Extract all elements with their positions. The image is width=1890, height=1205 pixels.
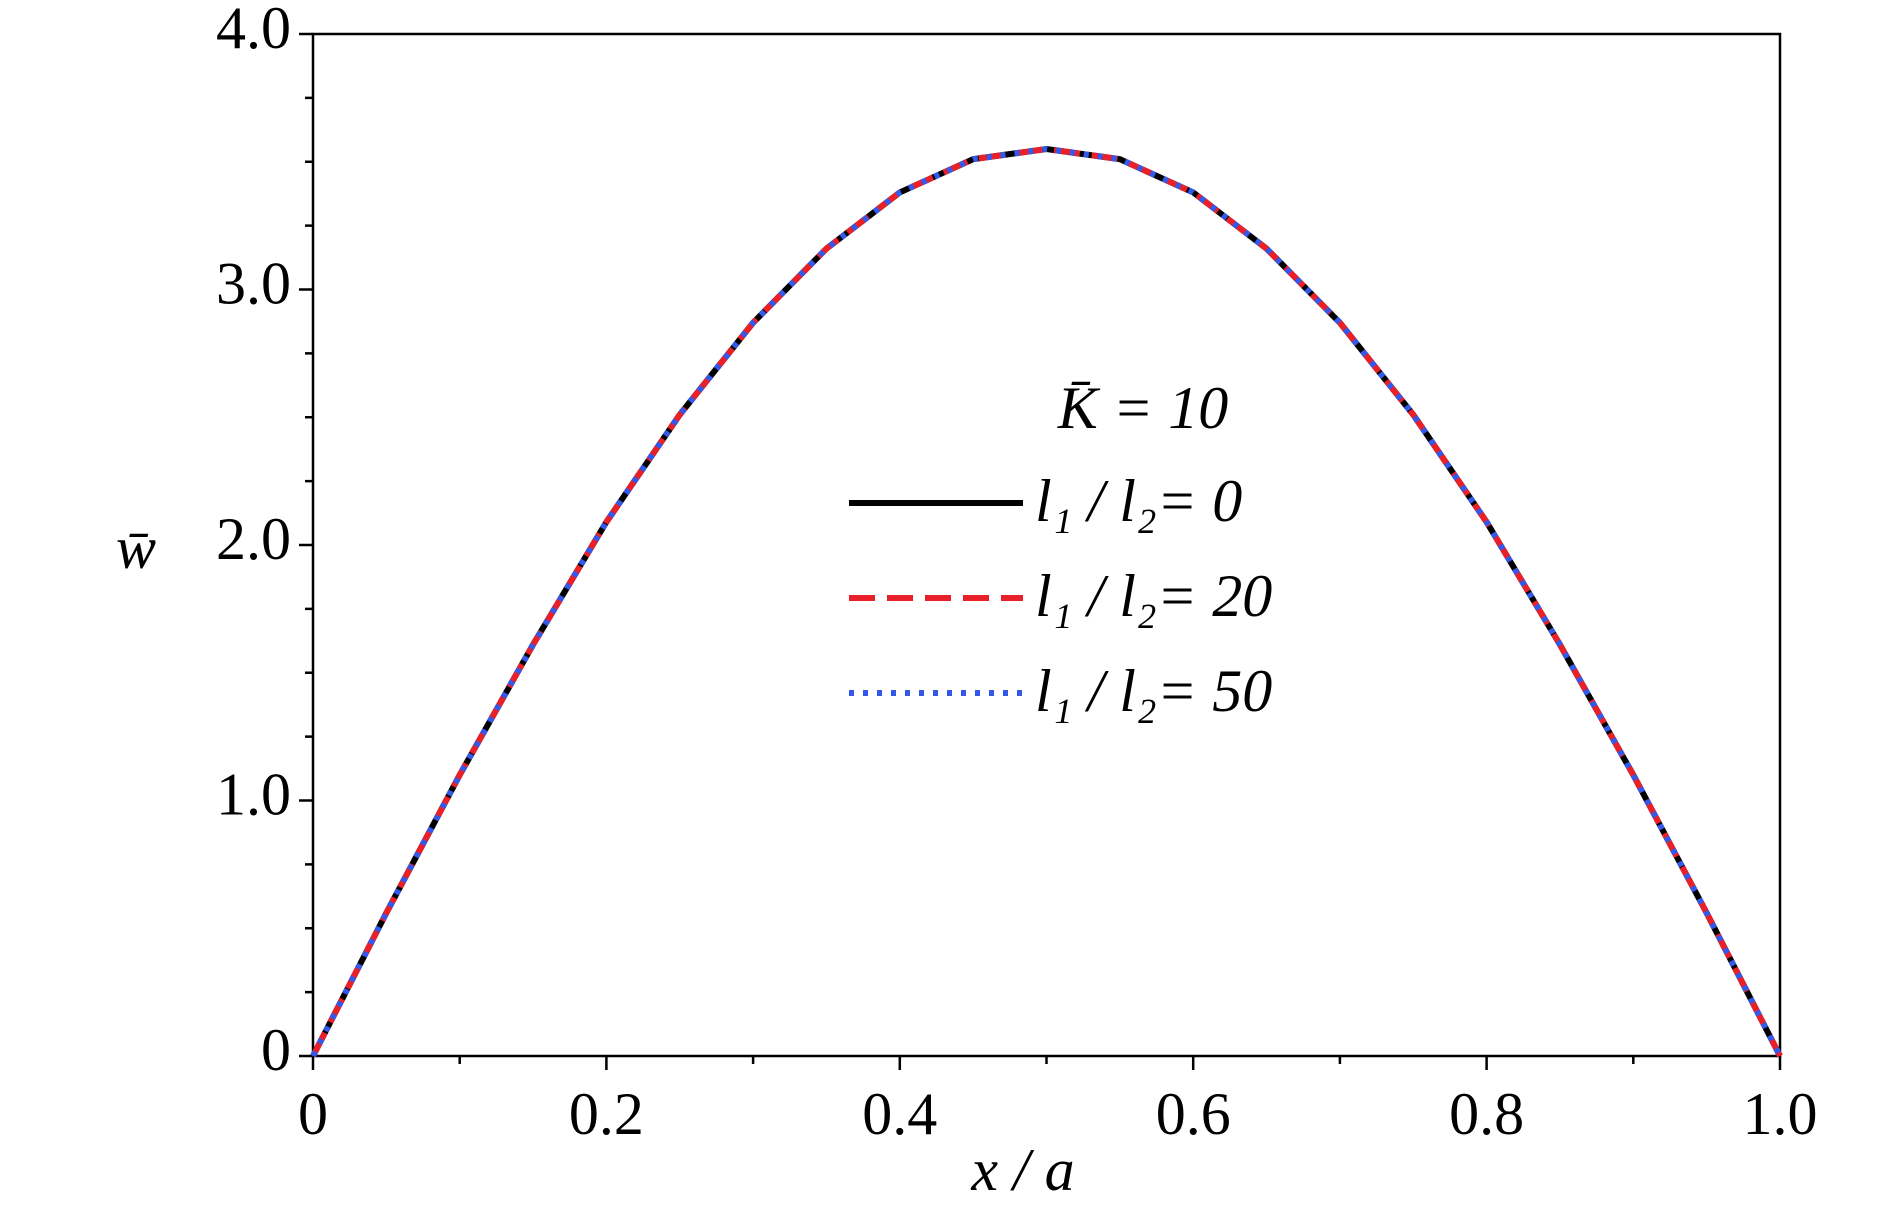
x-tick-label: 0.4 xyxy=(862,1081,937,1147)
legend-label: l₁ / l₂= 0 xyxy=(1035,468,1242,534)
y-tick-label: 2.0 xyxy=(216,506,291,572)
plot-frame xyxy=(311,32,1782,1058)
x-tick-label: 0.2 xyxy=(569,1081,644,1147)
annotation: K̄ = 10 xyxy=(1057,375,1229,441)
y-tick-label: 3.0 xyxy=(216,250,291,316)
x-tick-label: 0.8 xyxy=(1449,1081,1524,1147)
legend-label: l₁ / l₂= 20 xyxy=(1035,563,1272,629)
series-line xyxy=(310,145,1783,1058)
legend-label: l₁ / l₂= 50 xyxy=(1035,658,1272,724)
series-line xyxy=(310,145,1783,1058)
x-tick-label: 0 xyxy=(298,1081,328,1147)
x-tick-label: 1.0 xyxy=(1743,1081,1818,1147)
y-tick-label: 1.0 xyxy=(216,761,291,827)
x-axis-label: x / a xyxy=(970,1137,1074,1203)
x-tick-label: 0.6 xyxy=(1156,1081,1231,1147)
y-tick-label: 4.0 xyxy=(216,0,291,61)
y-axis-label: w̄ xyxy=(116,515,156,581)
y-tick-label: 0 xyxy=(261,1017,291,1083)
